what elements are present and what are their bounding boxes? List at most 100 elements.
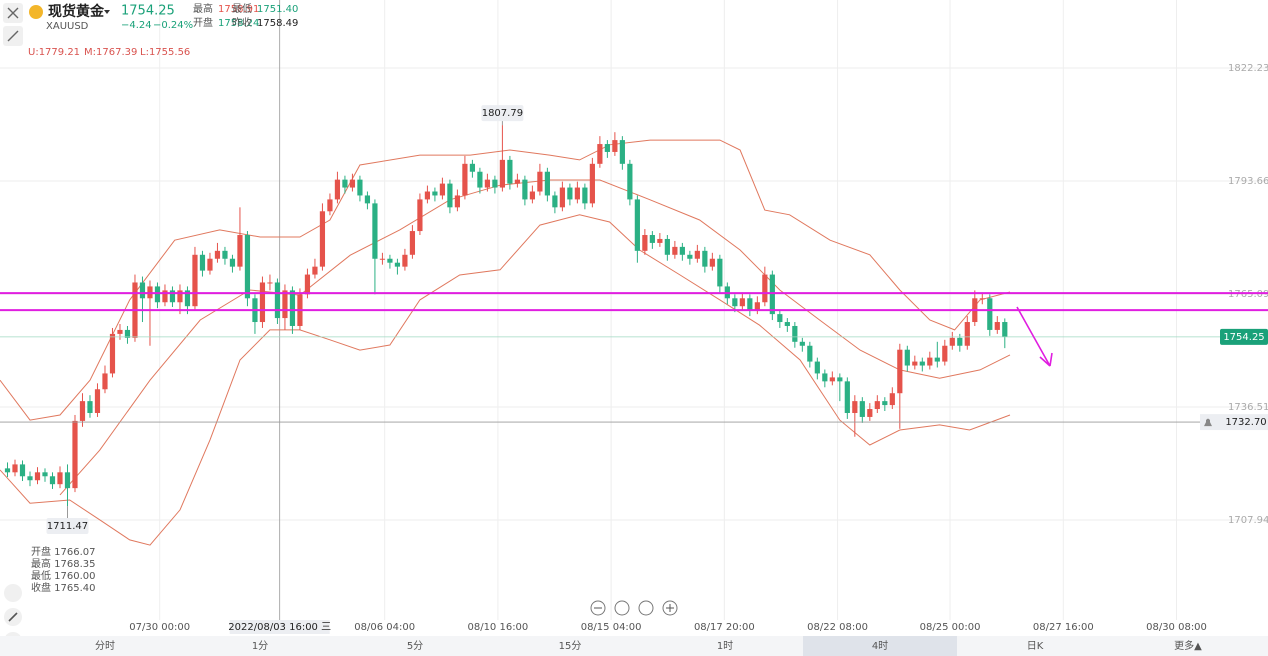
tab[interactable]: 分时	[95, 640, 115, 652]
callout-label: 1711.47	[47, 521, 88, 532]
candle-body	[709, 258, 715, 267]
candle-body	[694, 250, 700, 259]
x-tick-label: 08/10 16:00	[467, 622, 528, 633]
candle-body	[199, 254, 206, 271]
y-tick-label: 1765.09	[1228, 289, 1268, 300]
bollinger-band	[0, 214, 1011, 546]
candle-body	[139, 282, 146, 299]
candle-body	[852, 401, 858, 413]
candle-body	[717, 258, 723, 287]
change: −4.24	[121, 20, 152, 31]
candle-body	[49, 476, 56, 485]
candle-body	[499, 159, 505, 188]
stat-value: 1758.49	[257, 18, 298, 29]
scroll-end[interactable]	[638, 600, 654, 616]
tab[interactable]: 1时	[717, 640, 733, 652]
candle-body	[544, 171, 550, 196]
candle-body	[627, 163, 633, 200]
candle-body	[117, 329, 123, 334]
candle-body	[12, 464, 18, 473]
candle-body	[109, 333, 116, 374]
candle-body	[649, 235, 655, 243]
candle-body	[589, 163, 595, 204]
x-tick-label: 08/25 00:00	[920, 622, 981, 633]
scroll-start[interactable]	[614, 600, 630, 616]
candle-body	[484, 179, 491, 188]
candle-body	[349, 179, 356, 188]
candle-body	[439, 183, 446, 196]
stat-label: 最高	[193, 2, 213, 15]
candle-body	[582, 187, 588, 204]
candle-body	[267, 282, 273, 284]
candle-body	[492, 179, 498, 188]
candle-body	[319, 211, 326, 267]
candle-body	[687, 254, 693, 259]
candle-body	[799, 341, 805, 346]
candle-body	[979, 298, 985, 300]
candle-body	[184, 290, 191, 307]
candle-body	[739, 298, 745, 307]
candle-body	[942, 345, 948, 362]
indicator-value: M:1767.39	[84, 47, 137, 58]
stat-label: 开盘	[193, 16, 213, 29]
candle-body	[522, 179, 528, 200]
tooltip-line: 最低 1760.00	[31, 569, 96, 582]
candle-body	[957, 337, 963, 346]
candle-body	[747, 298, 753, 311]
candle-body	[402, 254, 408, 267]
candle-body	[417, 199, 423, 232]
callout-label: 1807.79	[482, 108, 523, 119]
candle-body	[169, 290, 176, 303]
tool-button[interactable]	[4, 584, 22, 602]
candle-body	[342, 179, 348, 188]
callout-box	[46, 518, 89, 535]
candle-body	[897, 349, 903, 394]
candle-body	[87, 401, 93, 413]
tab[interactable]: 5分	[407, 640, 423, 652]
candle-body	[769, 274, 775, 315]
candle-body	[702, 250, 708, 267]
bell-icon	[1204, 418, 1212, 427]
tab[interactable]: 4时	[872, 640, 888, 652]
pen-icon	[8, 612, 18, 622]
y-tick-label: 1707.94	[1228, 515, 1268, 526]
dropdown-caret[interactable]	[104, 10, 110, 14]
tab[interactable]: 15分	[559, 640, 582, 652]
x-tick-label: 08/06 04:00	[354, 622, 415, 633]
stat-label: 最低	[232, 2, 252, 15]
candle-body	[994, 322, 1000, 330]
candle-body	[57, 472, 63, 485]
tab[interactable]: 日K	[1027, 641, 1044, 652]
candle-body	[244, 235, 251, 299]
tab[interactable]: 更多▲	[1174, 639, 1202, 652]
last-price-tag	[1220, 328, 1268, 345]
tab[interactable]: 1分	[252, 640, 268, 652]
candle-body	[327, 199, 333, 212]
instrument-name: 现货黄金	[48, 3, 105, 20]
stat-value: 1751.40	[257, 4, 298, 15]
x-tick-label: 07/30 00:00	[129, 622, 190, 633]
candle-body	[387, 258, 393, 263]
change-pct: −0.24%	[153, 20, 193, 31]
candle-body	[867, 409, 873, 417]
candle-body	[72, 420, 78, 489]
candle-body	[732, 298, 738, 307]
candle-body	[282, 290, 288, 319]
candle-body	[574, 187, 580, 200]
tab-selected-bg	[803, 636, 957, 656]
indicator-value: L:1755.56	[140, 47, 190, 58]
candle-body	[882, 401, 888, 406]
candle-body	[597, 144, 603, 164]
candle-body	[642, 235, 648, 251]
candle-body	[904, 349, 910, 366]
draw-tool-icon	[7, 30, 19, 42]
tooltip-line: 收盘 1765.40	[31, 581, 96, 594]
candle-body	[357, 179, 363, 196]
candle-body	[372, 203, 378, 259]
candle-body	[844, 381, 850, 413]
alert-label: 1732.70	[1225, 417, 1266, 428]
crosshair-label-bg	[229, 620, 330, 634]
candle-body	[462, 163, 468, 196]
crosshair-label: 2022/08/03 16:00 三	[228, 622, 331, 633]
